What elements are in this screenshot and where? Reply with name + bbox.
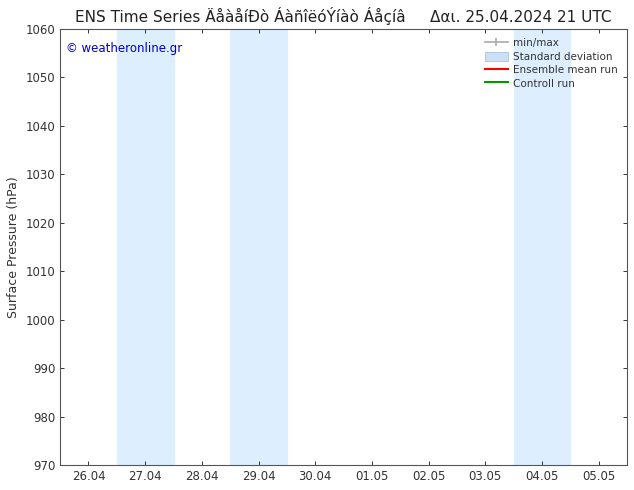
Legend: min/max, Standard deviation, Ensemble mean run, Controll run: min/max, Standard deviation, Ensemble me… xyxy=(481,34,622,93)
Bar xyxy=(117,29,174,465)
Title: ENS Time Series ÄåàåíÐò ÁàñîëóÝíàò Áåçíâ     Δαι. 25.04.2024 21 UTC: ENS Time Series ÄåàåíÐò ÁàñîëóÝíàò Áåçíâ… xyxy=(75,7,612,25)
Text: © weatheronline.gr: © weatheronline.gr xyxy=(66,42,182,55)
Bar xyxy=(230,29,287,465)
Bar xyxy=(514,29,571,465)
Y-axis label: Surface Pressure (hPa): Surface Pressure (hPa) xyxy=(7,176,20,318)
